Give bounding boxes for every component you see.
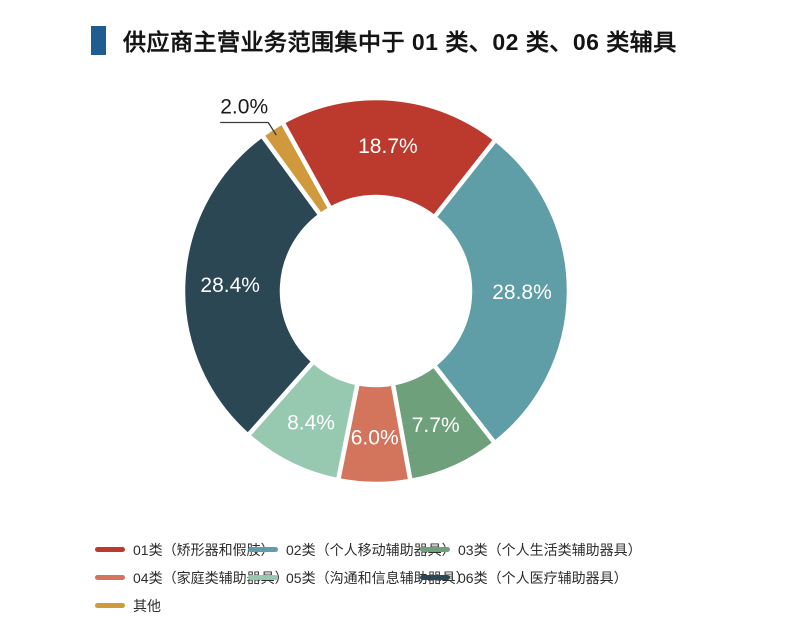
pie-slice-6 [259,119,333,218]
label-leader-line [220,121,277,136]
legend-item-4: 05类（沟通和信息辅助器具） [248,569,470,586]
legend-item-label: 其他 [133,597,161,614]
chart-title-block: 供应商主营业务范围集中于 01 类、02 类、06 类辅具 [91,23,677,57]
legend-dash-icon [248,575,278,580]
chart-title: 供应商主营业务范围集中于 01 类、02 类、06 类辅具 [123,29,677,55]
legend-item-label: 06类（个人医疗辅助器具） [458,569,628,586]
legend-dash-icon [420,575,450,580]
legend-item-label: 05类（沟通和信息辅助器具） [286,569,470,586]
legend-item-1: 02类（个人移动辅助器具） [248,541,456,558]
slice-label-0: 18.7% [358,135,418,158]
legend-dash-icon [248,547,278,552]
legend-item-0: 01类（矫形器和假肢） [95,541,275,558]
slice-label-2: 7.7% [412,414,460,437]
slice-label-4: 8.4% [287,411,335,434]
slice-label-5: 28.4% [200,274,260,297]
pie-slice-0 [280,95,498,220]
legend-item-label: 03类（个人生活类辅助器具） [458,541,642,558]
legend-item-label: 04类（家庭类辅助器具） [133,569,289,586]
legend-item-6: 其他 [95,597,248,614]
legend-item-label: 02类（个人移动辅助器具） [286,541,456,558]
slice-label-1: 28.8% [492,281,552,304]
legend-dash-icon [95,575,125,580]
chart-legend: 01类（矫形器和假肢） 02类（个人移动辅助器具） 03类（个人生活类辅助器具） 04… [95,541,642,614]
legend-dash-icon [95,603,125,608]
title-accent-bar-icon [91,25,106,55]
legend-item-5: 06类（个人医疗辅助器具） [420,569,642,586]
slice-label-3: 6.0% [351,427,399,450]
slice-label-6: 2.0% [220,96,268,119]
legend-item-2: 03类（个人生活类辅助器具） [420,541,642,558]
pie-slice-1 [431,137,572,446]
legend-dash-icon [95,547,125,552]
legend-item-label: 01类（矫形器和假肢） [133,541,275,558]
pie-slice-5 [180,133,323,438]
legend-dash-icon [420,547,450,552]
legend-item-3: 04类（家庭类辅助器具） [95,569,289,586]
